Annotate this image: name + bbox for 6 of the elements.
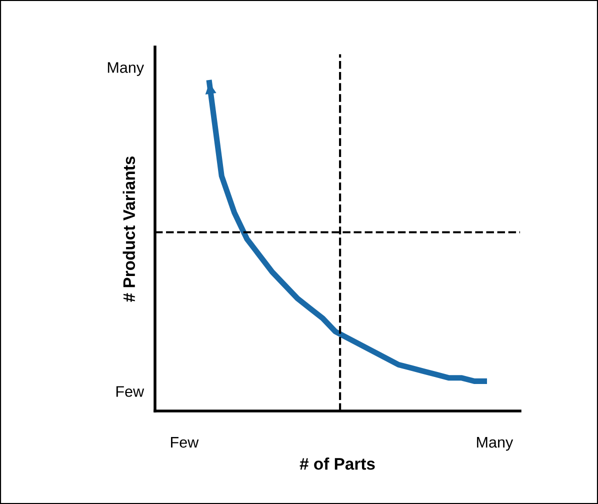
y-axis-title: # Product Variants xyxy=(122,156,136,302)
text: Many xyxy=(108,62,144,76)
text: Few xyxy=(116,386,144,397)
text: Few xyxy=(171,437,199,448)
text: Many xyxy=(477,437,514,451)
x-axis-title: # of Parts xyxy=(300,458,375,470)
